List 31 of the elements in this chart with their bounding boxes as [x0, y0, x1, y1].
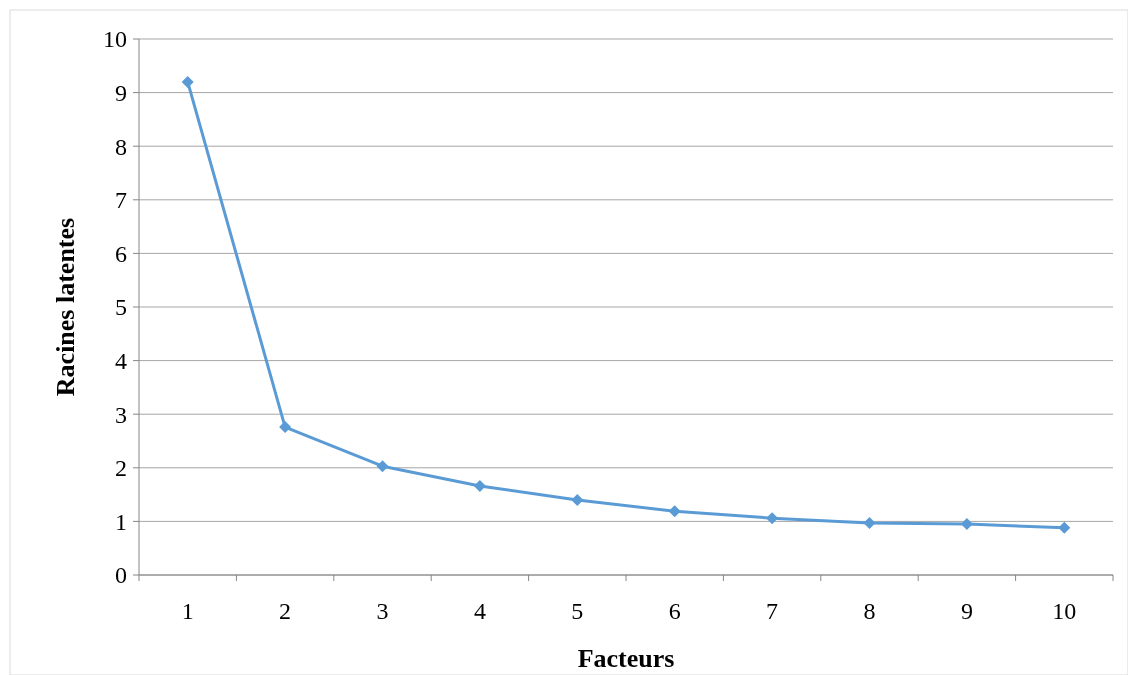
x-axis-title: Facteurs [577, 644, 675, 673]
point [668, 505, 681, 518]
x-tick-label: 6 [668, 598, 681, 624]
point [571, 493, 584, 506]
point [473, 480, 486, 493]
point [279, 421, 292, 434]
y-tick-label: 1 [115, 508, 127, 535]
y-tick-label: 6 [115, 240, 127, 267]
point [1058, 521, 1071, 534]
x-tick-label: 8 [863, 598, 876, 624]
x-tick-label: 4 [473, 598, 486, 624]
y-tick-label: 0 [115, 562, 127, 589]
y-tick-label: 8 [115, 133, 127, 160]
point [376, 460, 389, 473]
point [181, 75, 194, 88]
point [863, 517, 876, 530]
x-tick-label: 5 [571, 598, 584, 624]
x-tick-label: 9 [960, 598, 973, 624]
y-tick-label: 5 [115, 294, 127, 321]
x-tick-label: 2 [279, 598, 292, 624]
y-tick-label: 7 [115, 187, 127, 214]
y-tick-label: 3 [115, 401, 127, 428]
y-tick-label: 9 [115, 80, 127, 106]
y-tick-label: 2 [115, 455, 127, 482]
x-tick-label: 7 [766, 598, 779, 624]
y-tick-label: 10 [103, 26, 127, 53]
x-tick-label: 10 [1052, 598, 1077, 624]
y-axis-title: Racines latentes [51, 217, 80, 397]
y-tick-label: 4 [115, 348, 127, 374]
x-tick-label: 3 [376, 598, 389, 624]
x-tick-label: 1 [181, 598, 194, 624]
